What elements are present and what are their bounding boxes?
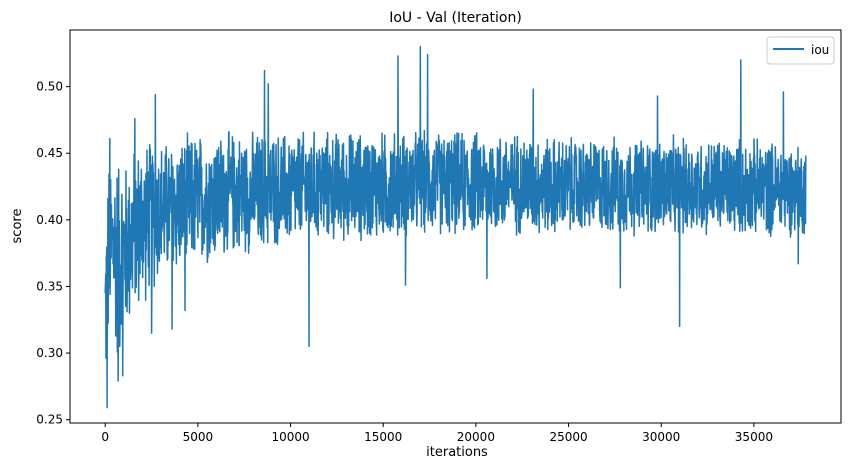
legend-box — [766, 36, 835, 65]
x-tick-label: 5000 — [183, 430, 214, 444]
x-tick-label: 20000 — [457, 430, 495, 444]
y-tick-label: 0.45 — [36, 146, 63, 160]
y-tick-label: 0.35 — [36, 279, 63, 293]
series-line-iou — [104, 45, 807, 409]
x-axis: 0 5000 10000 15000 20000 25000 30000 35000 — [101, 423, 773, 444]
y-tick-label: 0.25 — [36, 413, 63, 427]
legend-label-iou: iou — [811, 43, 829, 57]
y-axis: 0.25 0.30 0.35 0.40 0.45 0.50 — [36, 80, 70, 427]
x-axis-label: iterations — [426, 445, 488, 460]
chart-title: IoU - Val (Iteration) — [389, 10, 522, 26]
x-tick-label: 25000 — [549, 430, 587, 444]
x-tick-label: 15000 — [364, 430, 402, 444]
y-tick-label: 0.50 — [36, 80, 63, 94]
plot-frame — [69, 29, 842, 424]
y-tick-label: 0.30 — [36, 346, 63, 360]
legend: iou — [766, 36, 835, 65]
x-tick-label: 0 — [101, 430, 109, 444]
x-tick-label: 10000 — [271, 430, 309, 444]
y-axis-label: score — [10, 209, 25, 244]
series-layer — [104, 45, 807, 409]
x-tick-label: 35000 — [735, 430, 773, 444]
x-tick-label: 30000 — [642, 430, 680, 444]
y-tick-label: 0.40 — [36, 213, 63, 227]
